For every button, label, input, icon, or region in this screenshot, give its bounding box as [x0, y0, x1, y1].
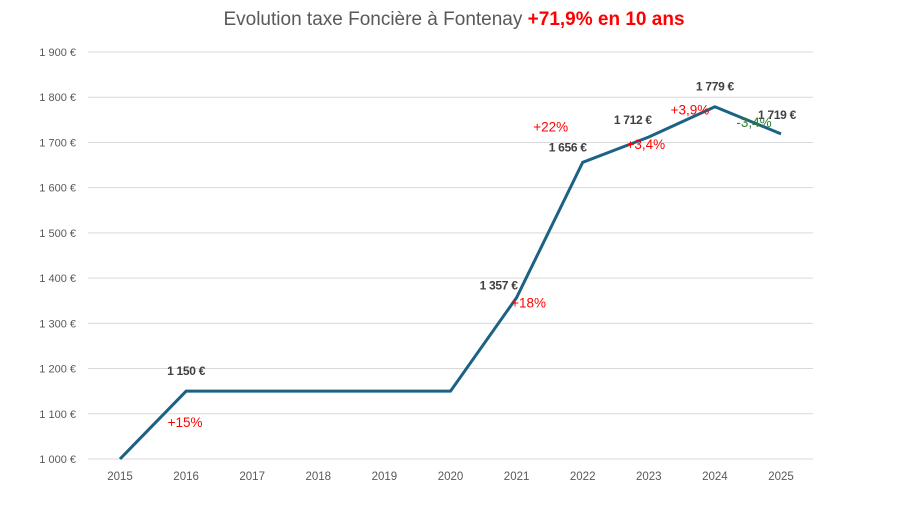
x-tick-label: 2020	[438, 471, 464, 483]
series-line	[118, 105, 782, 461]
chart-title-highlight: +71,9% en 10 ans	[527, 9, 685, 30]
y-tick-label: 1 100 €	[39, 409, 76, 421]
value-label: 1 656 €	[549, 140, 588, 154]
value-label: 1 357 €	[480, 279, 519, 293]
value-label: 1 779 €	[696, 80, 735, 94]
change-label: +3,9%	[671, 103, 710, 118]
value-label: 1 150 €	[167, 364, 206, 378]
gridlines	[88, 51, 813, 460]
chart-title-text: Evolution taxe Foncière à Fontenay	[223, 9, 523, 30]
value-label: 1 712 €	[614, 113, 653, 127]
x-tick-label: 2016	[173, 471, 199, 483]
x-tick-label: 2019	[372, 471, 398, 483]
x-tick-label: 2018	[306, 471, 332, 483]
x-tick-label: 2022	[570, 471, 596, 483]
y-tick-label: 1 300 €	[39, 318, 76, 330]
change-label: +3,4%	[626, 137, 665, 152]
chart-title: Evolution taxe Foncière à Fontenay +71,9…	[0, 9, 908, 31]
series-layer	[118, 105, 782, 461]
y-tick-label: 1 500 €	[39, 228, 76, 240]
change-label: -3,4%	[736, 115, 771, 130]
y-tick-label: 1 000 €	[39, 454, 76, 466]
value-label: 1 719 €	[758, 108, 797, 122]
change-label: +15%	[168, 415, 203, 430]
x-tick-label: 2017	[239, 471, 265, 483]
y-tick-label: 1 200 €	[39, 364, 76, 376]
y-tick-label: 1 600 €	[39, 183, 76, 195]
x-tick-label: 2021	[504, 471, 530, 483]
data-labels: 1 150 € 1 357 € 1 656 € 1 712 € 1 779 € 1 719…	[167, 80, 797, 430]
x-tick-label: 2023	[636, 471, 662, 483]
y-tick-label: 1 400 €	[39, 273, 76, 285]
change-label: +18%	[511, 296, 546, 311]
y-axis-ticks: 1 000 € 1 100 € 1 200 € 1 300 € 1 400 € 1 500…	[39, 47, 76, 466]
y-tick-label: 1 900 €	[39, 47, 76, 59]
x-tick-label: 2025	[768, 471, 794, 483]
y-tick-label: 1 800 €	[39, 92, 76, 104]
y-tick-label: 1 700 €	[39, 137, 76, 149]
x-axis-ticks: 2015 2016 2017 2018 2019 2020 2021 2022 2023 2024…	[107, 471, 794, 483]
x-tick-label: 2015	[107, 471, 133, 483]
x-tick-label: 2024	[702, 471, 728, 483]
change-label: +22%	[533, 119, 568, 134]
